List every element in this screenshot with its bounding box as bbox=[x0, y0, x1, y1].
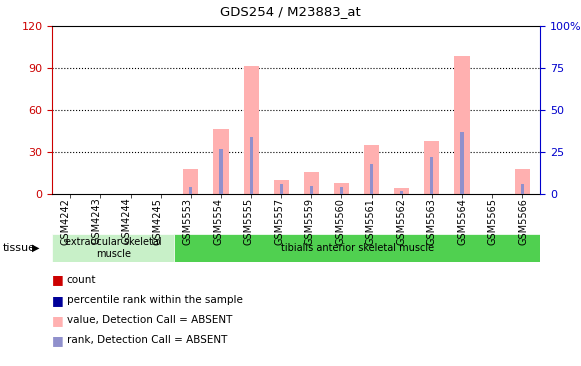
Text: GSM4245: GSM4245 bbox=[152, 198, 162, 244]
Text: GSM5560: GSM5560 bbox=[335, 198, 345, 244]
Bar bbox=[454, 56, 469, 194]
Text: value, Detection Call = ABSENT: value, Detection Call = ABSENT bbox=[67, 315, 232, 325]
Text: GSM5555: GSM5555 bbox=[243, 198, 254, 245]
Text: ▶: ▶ bbox=[32, 243, 40, 253]
Bar bbox=[213, 130, 228, 194]
Text: GSM4242: GSM4242 bbox=[60, 198, 71, 244]
Bar bbox=[370, 164, 373, 194]
Bar bbox=[424, 141, 439, 194]
Bar bbox=[189, 187, 192, 194]
Bar bbox=[340, 187, 343, 194]
Bar bbox=[274, 180, 289, 194]
Text: GDS254 / M23883_at: GDS254 / M23883_at bbox=[220, 5, 361, 19]
Bar bbox=[334, 183, 349, 194]
Text: GSM4244: GSM4244 bbox=[121, 198, 131, 244]
Bar bbox=[515, 169, 530, 194]
Text: rank, Detection Call = ABSENT: rank, Detection Call = ABSENT bbox=[67, 335, 227, 346]
Bar bbox=[394, 188, 409, 194]
Text: GSM5564: GSM5564 bbox=[457, 198, 467, 244]
Text: ■: ■ bbox=[52, 294, 64, 307]
Bar bbox=[250, 137, 253, 194]
Bar bbox=[461, 132, 464, 194]
Text: ■: ■ bbox=[52, 334, 64, 347]
Text: count: count bbox=[67, 275, 96, 285]
Text: GSM5557: GSM5557 bbox=[274, 198, 284, 245]
Bar bbox=[279, 184, 283, 194]
Bar bbox=[521, 184, 523, 194]
FancyBboxPatch shape bbox=[52, 234, 174, 262]
Text: GSM5565: GSM5565 bbox=[487, 198, 497, 244]
Bar bbox=[243, 66, 259, 194]
Bar bbox=[400, 191, 403, 194]
Bar bbox=[364, 145, 379, 194]
Bar bbox=[220, 149, 223, 194]
Text: GSM5563: GSM5563 bbox=[426, 198, 437, 244]
Bar bbox=[310, 186, 313, 194]
Bar bbox=[304, 172, 319, 194]
Bar bbox=[184, 169, 198, 194]
Text: ■: ■ bbox=[52, 314, 64, 327]
Text: tibialis anterior skeletal muscle: tibialis anterior skeletal muscle bbox=[281, 243, 434, 253]
Text: extraocular skeletal
muscle: extraocular skeletal muscle bbox=[65, 237, 162, 259]
FancyBboxPatch shape bbox=[174, 234, 540, 262]
Text: GSM5553: GSM5553 bbox=[182, 198, 193, 244]
Text: GSM5566: GSM5566 bbox=[518, 198, 528, 244]
Text: ■: ■ bbox=[52, 273, 64, 287]
Text: GSM5554: GSM5554 bbox=[213, 198, 223, 244]
Text: GSM5559: GSM5559 bbox=[304, 198, 315, 244]
Text: GSM4243: GSM4243 bbox=[91, 198, 101, 244]
Text: GSM5561: GSM5561 bbox=[365, 198, 375, 244]
Bar bbox=[431, 157, 433, 194]
Text: tissue: tissue bbox=[3, 243, 36, 253]
Text: GSM5562: GSM5562 bbox=[396, 198, 406, 244]
Text: percentile rank within the sample: percentile rank within the sample bbox=[67, 295, 243, 305]
